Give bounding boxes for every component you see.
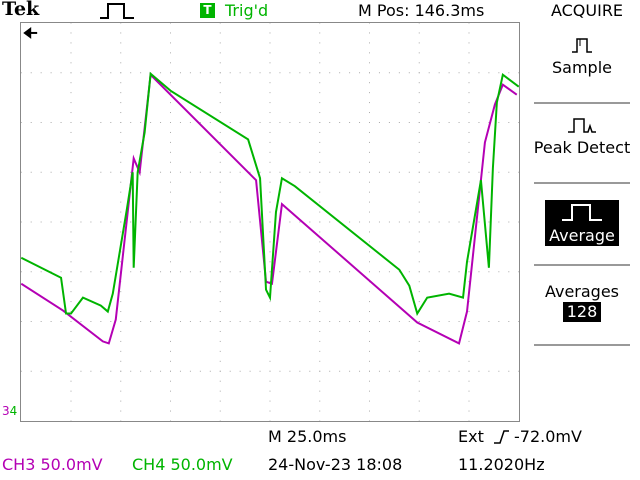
menu-divider [534,102,630,104]
brand-logo: Tek [2,0,40,20]
date-time: 24-Nov-23 18:08 [268,455,403,474]
acquire-menu: Sample Peak Detect Average Averages 128 [524,24,640,444]
graticule [21,23,519,421]
ch4-trace [21,71,519,316]
arrow-left-icon [23,26,32,39]
average-icon [561,204,602,221]
averages-label: Averages [544,282,620,301]
trigger-source: Ext [458,427,484,446]
menu-divider [534,182,630,184]
menu-title: ACQUIRE [550,1,624,20]
menu-divider [534,344,630,346]
horizontal-position: M Pos: 146.3ms [358,1,485,20]
waveform-display [20,22,520,422]
rising-edge-icon [494,430,509,444]
averages-value: 128 [562,302,602,322]
menu-divider [534,264,630,266]
ch3-scale: CH3 50.0mV [2,455,103,474]
sample-icon [572,38,592,53]
sample-button[interactable]: Sample [524,36,640,78]
peak-detect-button[interactable]: Peak Detect [524,116,640,158]
ch4-ground-marker: 4 [9,404,18,418]
trigger-position-marker [23,26,38,39]
frequency-readout: 11.2020Hz [458,455,545,474]
ch4-scale: CH4 50.0mV [132,455,233,474]
peak-detect-icon [568,118,596,133]
trigger-indicator: T [200,3,215,18]
trigger-status: Trig'd [225,1,269,20]
average-label: Average [547,226,617,246]
ch3-ground-marker: 3 [2,404,10,418]
average-button[interactable]: Average [524,200,640,246]
trigger-level: -72.0mV [514,427,582,446]
sample-label: Sample [552,58,612,77]
timebase: M 25.0ms [268,427,347,446]
peak-detect-label: Peak Detect [533,138,631,157]
square-pulse-icon [100,3,134,19]
averages-count-button[interactable]: Averages 128 [524,282,640,322]
